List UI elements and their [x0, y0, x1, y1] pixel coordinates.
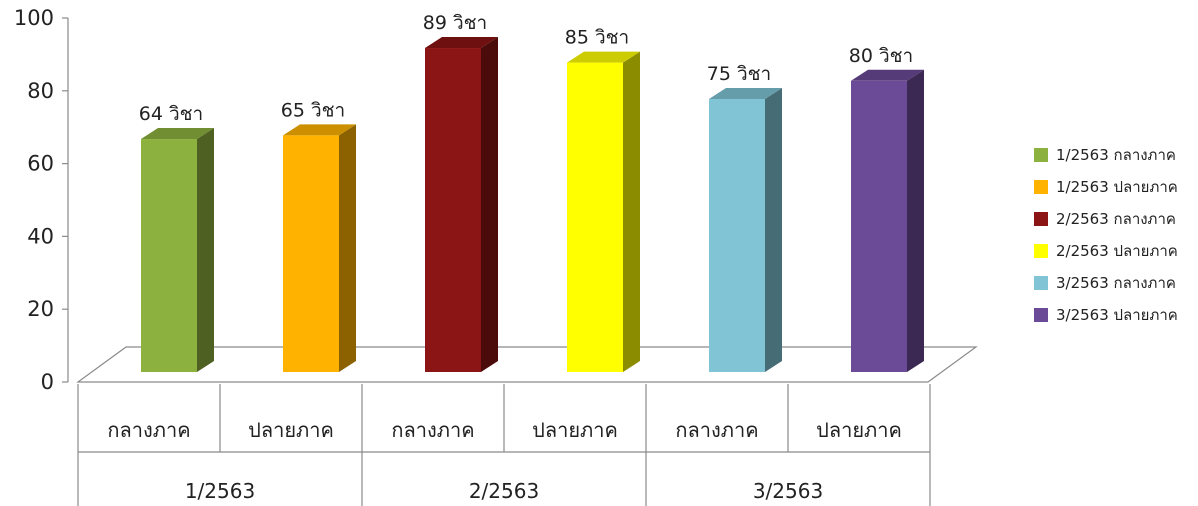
y-tick-label: 40 [27, 224, 54, 248]
data-label: 75 วิชา [707, 63, 771, 85]
y-tick-label: 0 [41, 370, 54, 394]
chart-axes: 0 20 40 60 80 100 [14, 6, 978, 506]
x-group-label: 1/2563 [185, 479, 255, 503]
legend-label: 1/2563 กลางภาค [1056, 146, 1176, 164]
x-category-label: กลางภาค [675, 418, 758, 442]
legend-swatch [1034, 212, 1048, 226]
x-category-label: ปลายภาค [248, 418, 334, 442]
x-category-label: ปลายภาค [532, 418, 618, 442]
chart-legend: 1/2563 กลางภาค 1/2563 ปลายภาค 2/2563 กลางภ… [1034, 146, 1178, 324]
chart-labels: 64 วิชา 65 วิชา 89 วิชา 85 วิชา 75 วิชา 80 วิ… [107, 12, 913, 503]
bar-top [141, 128, 214, 140]
data-label: 80 วิชา [849, 45, 913, 67]
bar-top [709, 88, 782, 99]
y-tick-label: 20 [27, 297, 54, 321]
bar [709, 99, 765, 372]
bar [567, 62, 623, 372]
x-group-label: 2/2563 [469, 479, 539, 503]
y-tick-label: 80 [27, 79, 54, 103]
data-label: 65 วิชา [281, 99, 345, 121]
data-label: 89 วิชา [423, 12, 487, 34]
legend-swatch [1034, 276, 1048, 290]
bar-side [765, 88, 782, 372]
bar-top [283, 124, 356, 136]
data-label: 85 วิชา [565, 27, 629, 49]
bar [851, 80, 907, 373]
legend-label: 3/2563 ปลายภาค [1056, 306, 1178, 324]
bar-top [851, 69, 924, 81]
chart-floor [76, 346, 978, 383]
y-tick-label: 100 [14, 6, 54, 30]
bar-side [481, 37, 498, 372]
bar-side [197, 128, 214, 372]
x-category-label: กลางภาค [107, 418, 190, 442]
legend-label: 2/2563 ปลายภาค [1056, 242, 1178, 260]
chart-bars [141, 37, 924, 373]
bar [141, 139, 197, 372]
x-category-label: ปลายภาค [816, 418, 902, 442]
bar-top [425, 37, 498, 49]
legend-label: 1/2563 ปลายภาค [1056, 178, 1178, 196]
bar [425, 48, 481, 372]
x-category-label: กลางภาค [391, 418, 474, 442]
bar [283, 135, 339, 372]
data-label: 64 วิชา [139, 103, 203, 125]
y-tick-label: 60 [27, 152, 54, 176]
legend-swatch [1034, 308, 1048, 322]
bar-top [567, 51, 640, 63]
x-group-label: 3/2563 [753, 479, 823, 503]
legend-swatch [1034, 244, 1048, 258]
legend-label: 2/2563 กลางภาค [1056, 210, 1176, 228]
legend-label: 3/2563 กลางภาค [1056, 274, 1176, 292]
bar-side [907, 69, 924, 373]
legend-swatch [1034, 148, 1048, 162]
bar-side [339, 124, 356, 373]
legend-swatch [1034, 180, 1048, 194]
bar-side [623, 51, 640, 372]
